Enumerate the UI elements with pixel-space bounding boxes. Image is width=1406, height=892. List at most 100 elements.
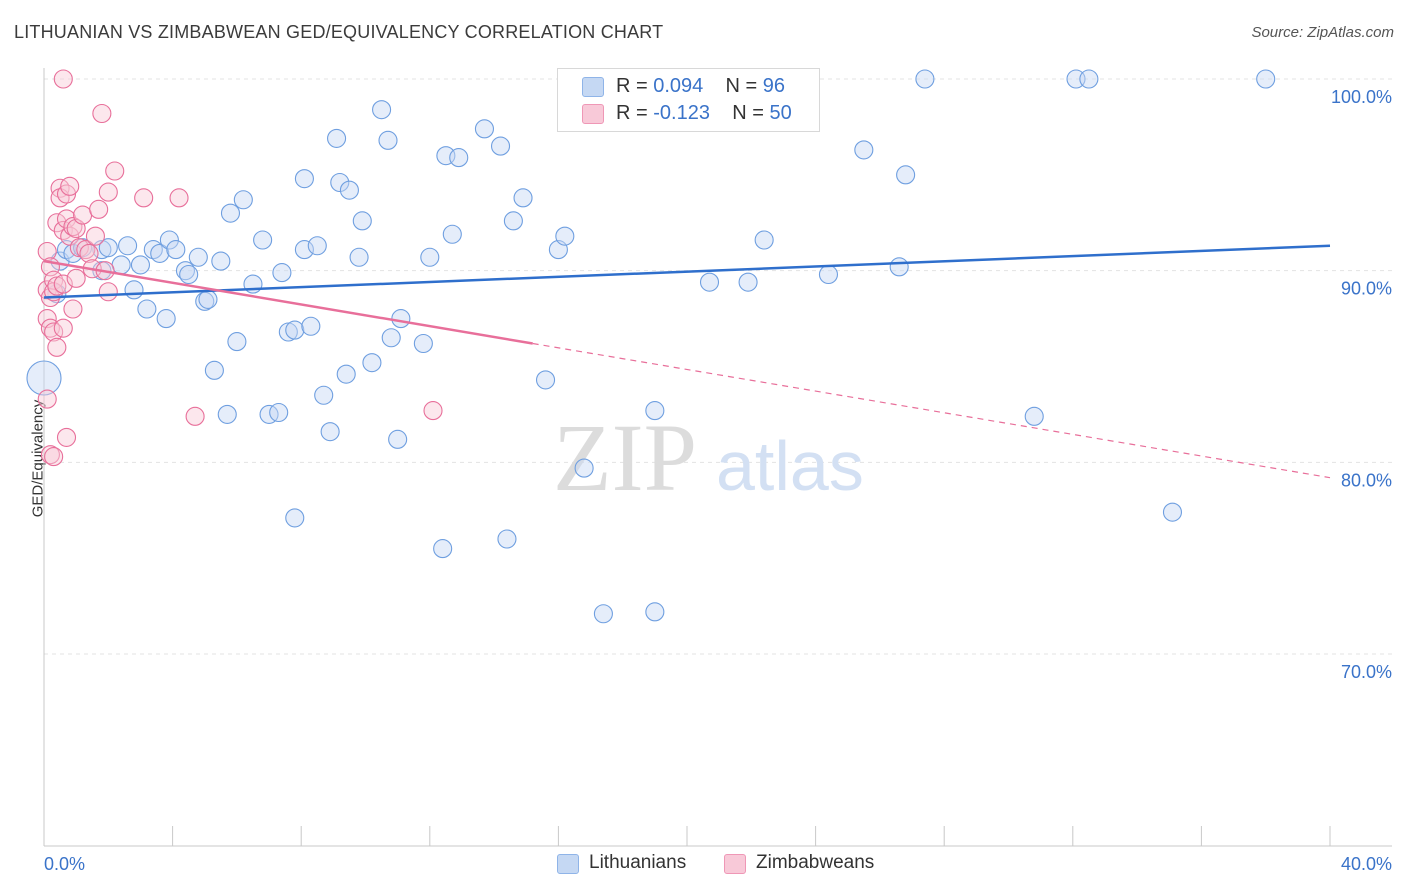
point-zimbabweans	[47, 337, 67, 357]
point-lithuanians	[889, 257, 909, 277]
point-lithuanians	[352, 211, 372, 231]
trend-line-lithuanians	[43, 244, 1331, 299]
legend-n-label: N =	[732, 102, 764, 124]
watermark: ZIP atlas	[553, 404, 864, 511]
point-lithuanians	[150, 243, 170, 263]
y-tick-label: 80.0%	[1341, 470, 1392, 490]
point-lithuanians	[233, 190, 253, 210]
point-lithuanians	[253, 230, 273, 250]
grid-lines	[44, 78, 1392, 655]
point-zimbabweans	[98, 182, 118, 202]
point-lithuanians	[1079, 69, 1099, 89]
point-zimbabweans	[98, 282, 118, 302]
point-lithuanians	[111, 255, 131, 275]
point-zimbabweans	[185, 406, 205, 426]
point-zimbabweans	[69, 238, 89, 258]
point-zimbabweans	[89, 199, 109, 219]
point-zimbabweans	[73, 205, 93, 225]
legend-r-label: R =	[616, 75, 648, 97]
point-lithuanians	[220, 203, 241, 223]
point-zimbabweans	[37, 389, 57, 409]
tick-labels: 100.0% 90.0% 80.0% 70.0% 0.0% 40.0%	[44, 87, 1392, 874]
point-zimbabweans	[44, 322, 64, 342]
point-zimbabweans	[169, 188, 189, 208]
point-lithuanians	[497, 529, 517, 549]
point-lithuanians	[1024, 406, 1044, 426]
point-zimbabweans	[134, 188, 154, 208]
point-zimbabweans	[76, 240, 96, 260]
point-zimbabweans	[66, 268, 86, 288]
point-lithuanians	[204, 360, 224, 380]
point-lithuanians	[381, 328, 401, 348]
y-tick-label: 90.0%	[1341, 279, 1392, 299]
point-zimbabweans	[47, 276, 67, 296]
point-zimbabweans	[53, 69, 73, 89]
point-zimbabweans	[53, 318, 73, 338]
point-lithuanians	[818, 264, 839, 285]
point-lithuanians	[137, 299, 157, 319]
point-lithuanians	[294, 240, 314, 260]
point-lithuanians	[503, 211, 523, 231]
point-lithuanians	[159, 230, 179, 250]
y-tick-label: 70.0%	[1341, 662, 1392, 682]
point-zimbabweans	[56, 427, 77, 447]
point-lithuanians	[413, 333, 433, 354]
point-lithuanians	[327, 128, 347, 148]
point-lithuanians	[388, 429, 408, 449]
point-lithuanians	[854, 140, 874, 160]
point-lithuanians	[349, 247, 369, 267]
point-lithuanians	[124, 280, 144, 300]
legend-r-label: R =	[616, 102, 648, 124]
point-lithuanians	[227, 332, 247, 352]
point-lithuanians	[272, 263, 292, 283]
point-lithuanians	[645, 602, 665, 622]
legend-swatch-zimbabweans	[582, 104, 604, 124]
point-zimbabweans	[63, 299, 83, 319]
point-lithuanians	[156, 309, 176, 329]
point-lithuanians	[449, 148, 469, 168]
x-tick-label: 40.0%	[1341, 854, 1392, 874]
point-lithuanians	[217, 404, 237, 424]
point-lithuanians	[1256, 69, 1276, 89]
point-lithuanians	[574, 458, 594, 478]
y-tick-label: 100.0%	[1331, 87, 1392, 107]
bottom-legend-swatch-zimbabweans	[724, 854, 746, 874]
point-lithuanians	[98, 238, 118, 258]
x-tick-label: 0.0%	[44, 854, 85, 874]
point-lithuanians	[896, 165, 916, 185]
point-lithuanians	[1162, 502, 1183, 522]
legend-r-value-lithuanians: 0.094	[653, 75, 704, 97]
point-lithuanians	[198, 289, 218, 309]
point-lithuanians	[188, 247, 208, 267]
legend-r-value-zimbabweans: -0.123	[653, 102, 710, 124]
point-zimbabweans	[423, 401, 443, 421]
point-zimbabweans	[105, 161, 125, 181]
point-lithuanians	[330, 172, 350, 193]
point-lithuanians	[391, 309, 411, 329]
point-lithuanians	[211, 251, 231, 271]
point-lithuanians	[269, 402, 289, 423]
point-lithuanians	[336, 364, 356, 384]
point-lithuanians	[166, 240, 186, 260]
point-zimbabweans	[79, 243, 99, 263]
point-lithuanians	[645, 401, 665, 421]
watermark-zip: ZIP	[553, 404, 697, 511]
point-zimbabweans	[47, 213, 67, 233]
point-lithuanians	[433, 539, 453, 559]
point-lithuanians	[738, 272, 758, 292]
legend-n-label: N =	[725, 75, 758, 97]
source-note: Source: ZipAtlas.com	[1251, 24, 1394, 41]
point-lithuanians	[259, 404, 279, 424]
point-zimbabweans	[53, 274, 73, 294]
point-lithuanians	[179, 264, 199, 285]
point-lithuanians	[118, 236, 138, 256]
point-zimbabweans	[60, 176, 80, 196]
point-lithuanians	[285, 320, 305, 340]
point-lithuanians	[699, 272, 720, 292]
point-lithuanians	[362, 353, 382, 373]
point-lithuanians	[307, 236, 327, 256]
point-lithuanians	[513, 188, 533, 208]
point-lithuanians	[301, 316, 321, 336]
point-lithuanians	[278, 322, 298, 342]
